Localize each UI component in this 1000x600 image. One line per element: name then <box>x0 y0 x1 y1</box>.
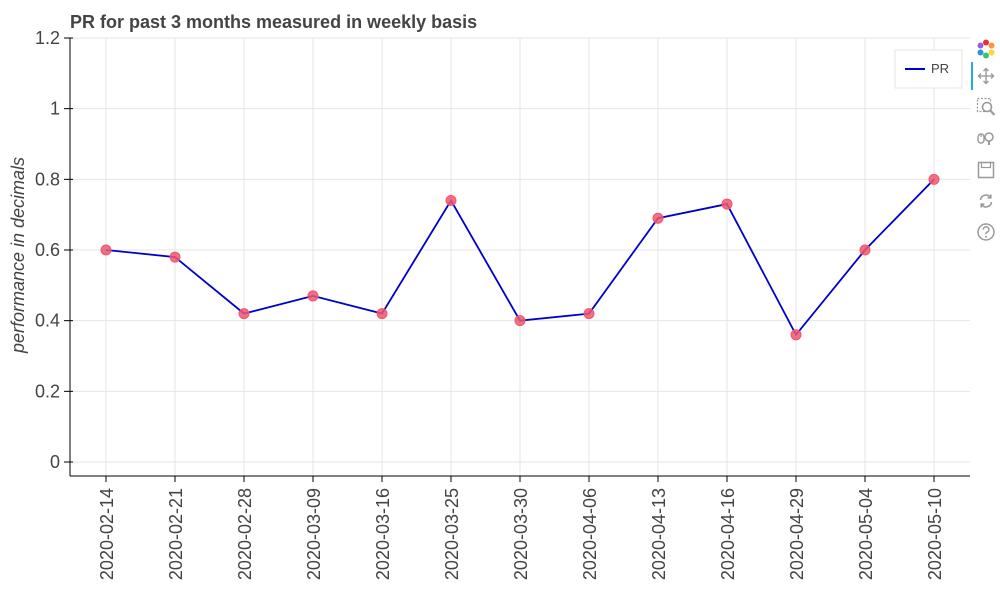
data-point[interactable] <box>514 315 526 327</box>
series-layer <box>100 173 940 341</box>
grid <box>70 37 970 476</box>
active-tool-indicator <box>971 62 973 90</box>
data-point[interactable] <box>376 308 388 320</box>
y-tick-label: 1.2 <box>35 28 60 48</box>
x-tick-label: 2020-03-30 <box>511 488 531 580</box>
y-tick-label: 1 <box>50 99 60 119</box>
box-zoom-icon <box>976 97 996 116</box>
data-point[interactable] <box>238 308 250 320</box>
data-point[interactable] <box>790 329 802 341</box>
data-point[interactable] <box>100 244 112 256</box>
bokeh-logo-icon <box>977 39 995 59</box>
x-tick-label: 2020-05-10 <box>925 488 945 580</box>
y-tick-label: 0.8 <box>35 169 60 189</box>
wheel-zoom-tool-button[interactable] <box>973 125 999 151</box>
data-point[interactable] <box>169 251 181 263</box>
data-point[interactable] <box>583 308 595 320</box>
x-tick-label: 2020-03-25 <box>442 488 462 580</box>
pan-tool-button[interactable] <box>973 63 999 89</box>
x-tick-label: 2020-03-16 <box>373 488 393 580</box>
x-tick-label: 2020-04-13 <box>649 488 669 580</box>
legend[interactable]: PR <box>894 49 963 89</box>
y-axis-label: performance in decimals <box>8 157 28 354</box>
legend-label: PR <box>931 61 949 76</box>
x-tick-label: 2020-02-28 <box>235 488 255 580</box>
y-tick-label: 0.6 <box>35 240 60 260</box>
axes: 0 0.2 0.4 0.6 0.8 1 1.2 2020-02-14 2020-02-21 202… <box>35 28 970 580</box>
data-point[interactable] <box>652 212 664 224</box>
bokeh-logo-button[interactable] <box>973 36 999 62</box>
x-tick-label: 2020-05-04 <box>856 488 876 580</box>
box-zoom-tool-button[interactable] <box>973 94 999 120</box>
save-tool-button[interactable] <box>973 157 999 183</box>
x-tick-label: 2020-02-21 <box>166 488 186 580</box>
data-point[interactable] <box>928 173 940 185</box>
reset-tool-button[interactable] <box>973 188 999 214</box>
x-tick-label: 2020-02-14 <box>97 488 117 580</box>
data-point[interactable] <box>859 244 871 256</box>
pan-icon <box>977 67 995 85</box>
x-tick-label: 2020-04-16 <box>718 488 738 580</box>
data-point[interactable] <box>721 198 733 210</box>
wheel-zoom-icon <box>977 132 994 145</box>
data-point[interactable] <box>445 195 457 207</box>
save-icon <box>977 161 995 179</box>
data-point[interactable] <box>307 290 319 302</box>
reset-icon <box>979 194 993 208</box>
x-tick-label: 2020-04-06 <box>580 488 600 580</box>
y-tick-label: 0 <box>50 452 60 472</box>
x-tick-label: 2020-04-29 <box>787 488 807 580</box>
y-tick-label: 0.2 <box>35 381 60 401</box>
chart-title: PR for past 3 months measured in weekly … <box>70 12 477 32</box>
help-tool-button[interactable] <box>973 219 999 245</box>
y-tick-label: 0.4 <box>35 311 60 331</box>
x-tick-label: 2020-03-09 <box>304 488 324 580</box>
help-icon <box>977 223 995 241</box>
